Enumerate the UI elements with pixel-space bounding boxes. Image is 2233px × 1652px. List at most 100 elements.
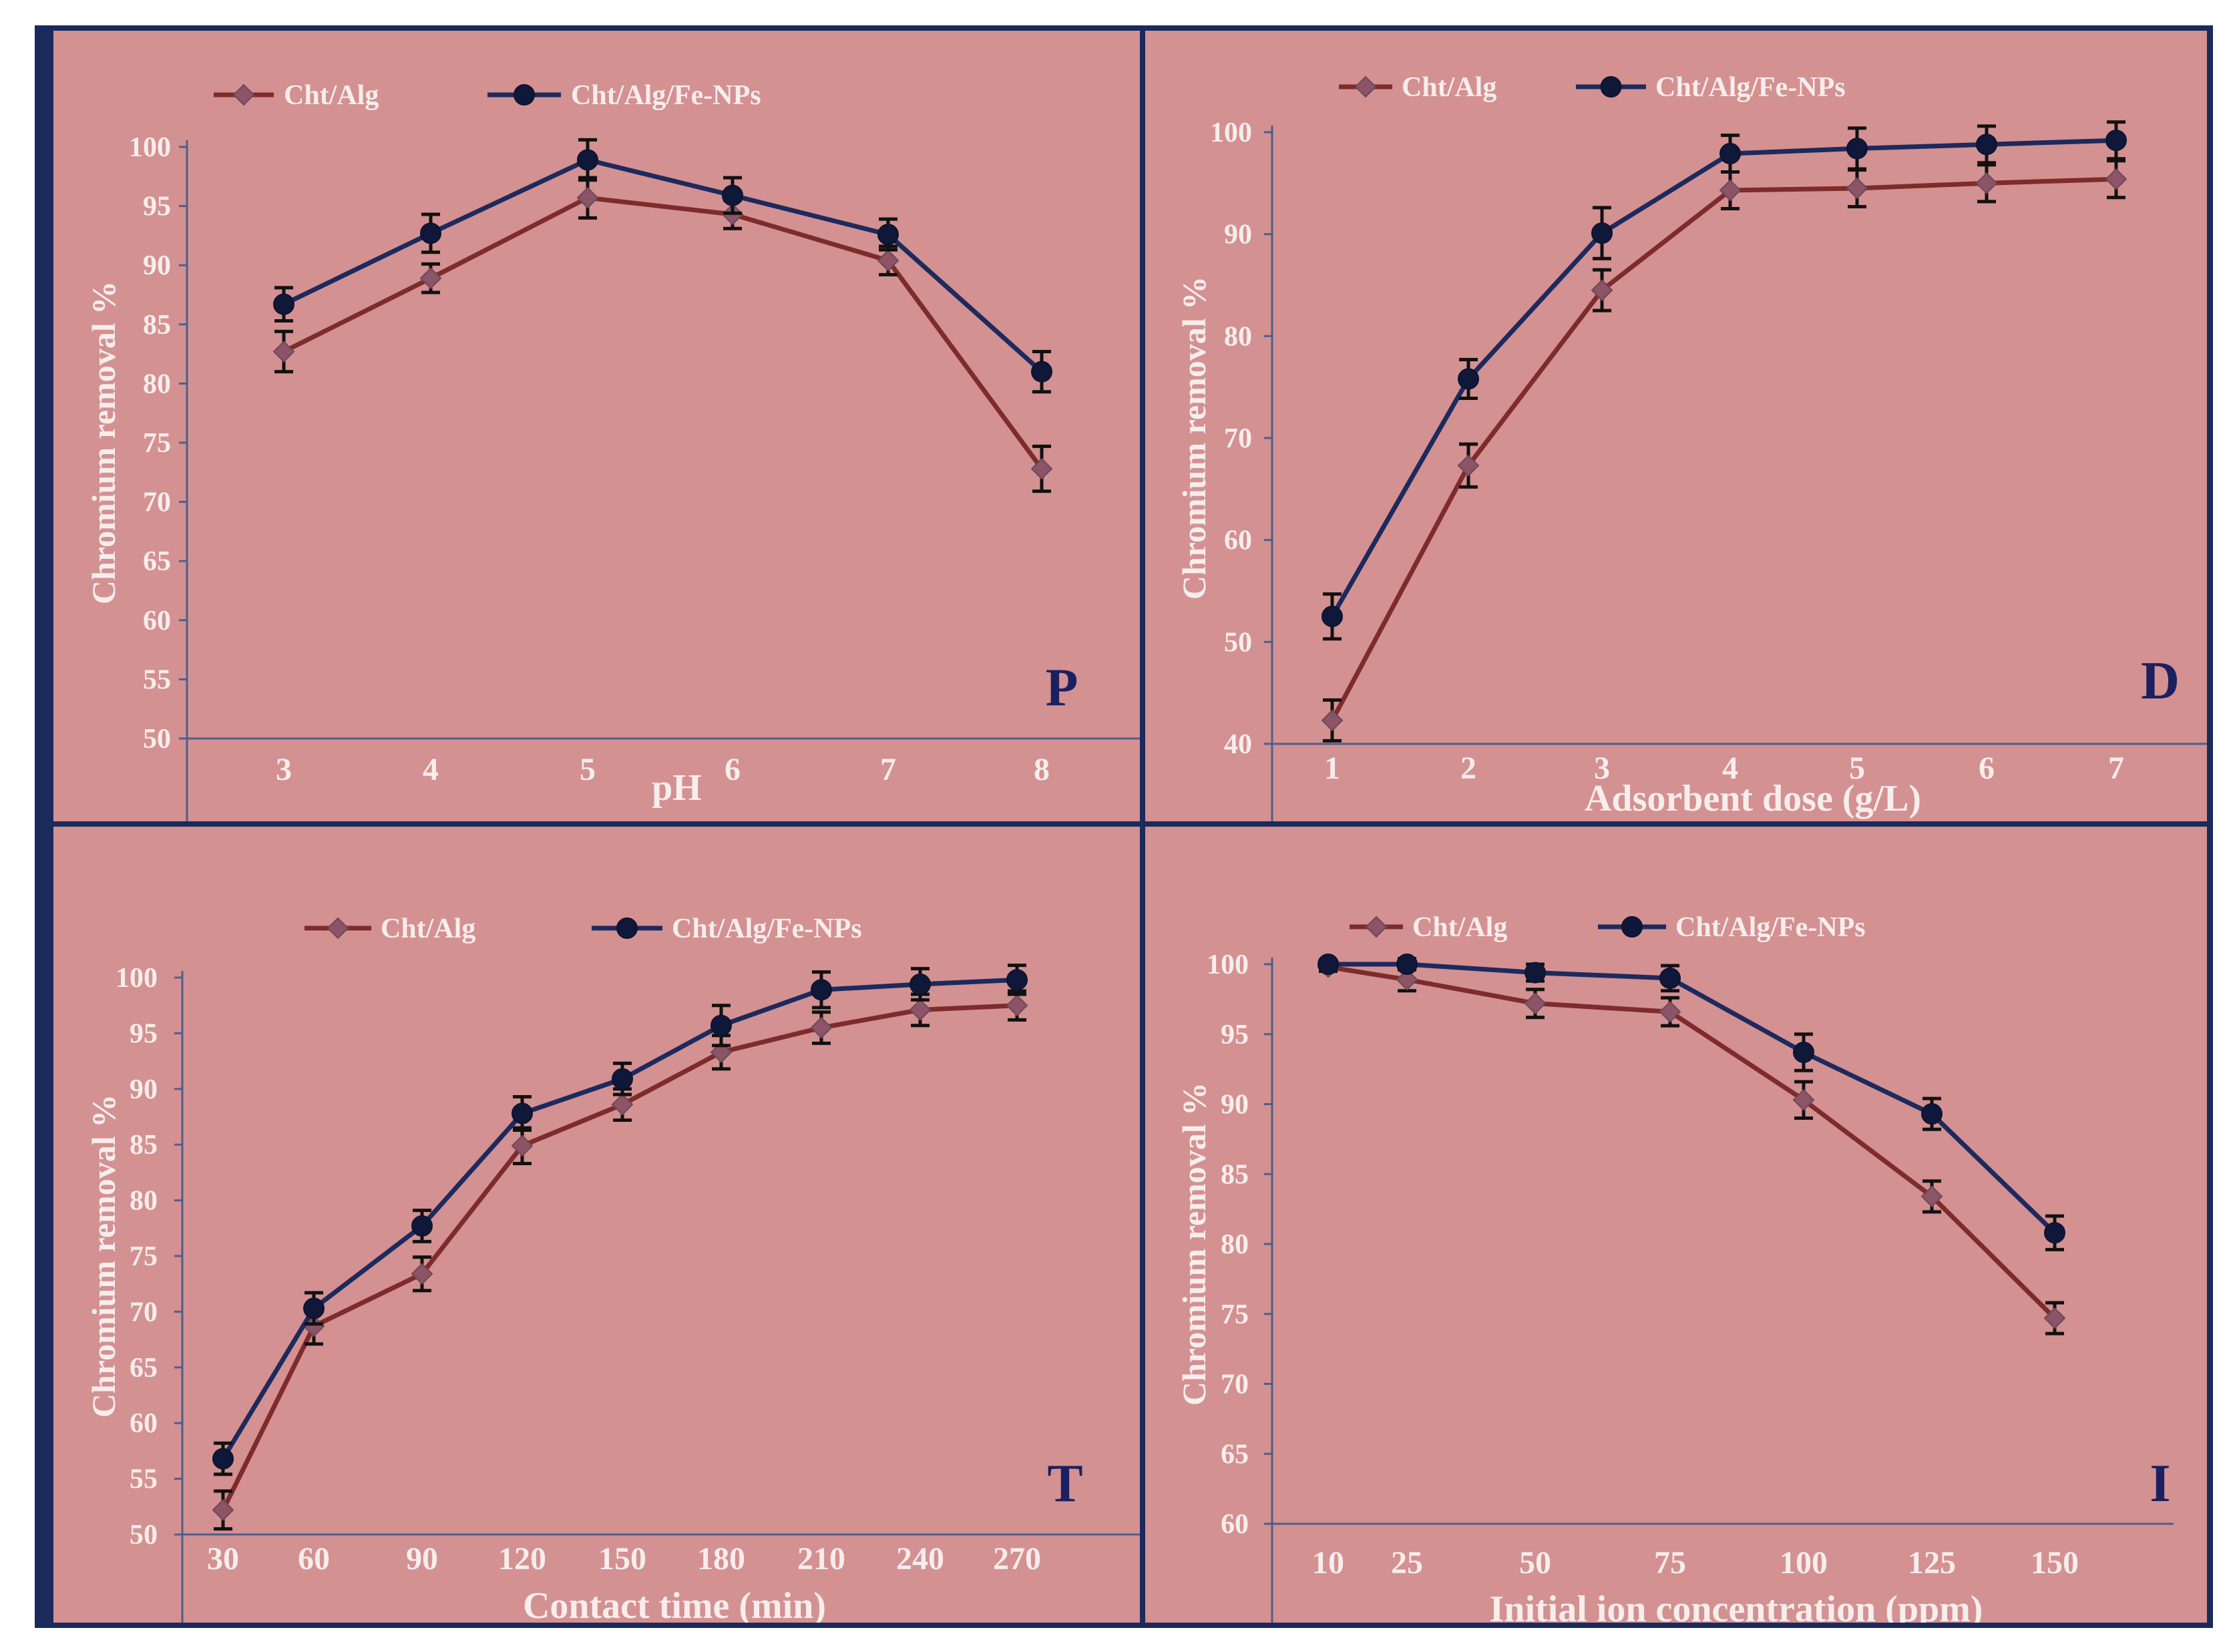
series-line	[221, 977, 1018, 1460]
y-tick-label: 85	[143, 310, 171, 341]
y-tick-label: 60	[1221, 1509, 1249, 1540]
data-point	[1792, 1088, 1815, 1111]
data-point	[2044, 1222, 2065, 1244]
data-point	[576, 186, 599, 209]
y-tick-label: 55	[143, 664, 171, 695]
y-tick-label: 75	[1221, 1299, 1249, 1330]
legend-marker	[1600, 76, 1622, 97]
data-point	[710, 1014, 732, 1036]
series-line	[1330, 176, 2117, 722]
legend-entry: Cht/Alg/Fe-NPs	[487, 80, 761, 111]
data-point	[1030, 457, 1053, 480]
y-tick-label: 95	[1221, 1020, 1249, 1050]
x-tick-label: 90	[406, 1541, 438, 1577]
x-axis-title: Initial ion concentration (ppm)	[1490, 1589, 1983, 1623]
data-point	[2105, 168, 2127, 190]
x-tick-label: 10	[1312, 1545, 1344, 1581]
x-tick-label: 210	[797, 1541, 845, 1577]
y-tick-label: 85	[1221, 1159, 1249, 1190]
data-point	[577, 149, 598, 171]
x-axis-title: pH	[652, 767, 702, 809]
y-tick-label: 75	[130, 1241, 158, 1272]
data-point	[1846, 177, 1868, 200]
data-point	[1591, 222, 1613, 244]
y-tick-label: 70	[1221, 1370, 1249, 1400]
data-point	[1458, 368, 1479, 390]
y-tick-label: 95	[130, 1018, 158, 1049]
legend-label: Cht/Alg/Fe-NPs	[571, 80, 761, 111]
data-point	[811, 979, 832, 1001]
data-point	[1396, 954, 1418, 975]
y-tick-label: 40	[1224, 729, 1252, 760]
legend-marker	[1365, 915, 1388, 938]
series-cht-alg-fe-nps	[273, 138, 1052, 394]
x-tick-label: 2	[1460, 751, 1476, 786]
data-point	[710, 1041, 733, 1064]
chart-panel-ph: 50 55 60 65 70 75 80 85 90 95 100 3 4 5 6 7 8 pH Chromium …	[53, 31, 1140, 821]
y-tick-label: 65	[143, 546, 171, 577]
data-point	[877, 249, 899, 272]
chart-panel-dose: 40 50 60 70 80 90 100 1 2 3 4 5 6 7 Adsorbent dose (g/…	[1145, 31, 2207, 821]
y-tick-label: 60	[143, 606, 171, 636]
y-axis-title: Chromium removal %	[85, 281, 122, 604]
legend-marker	[327, 917, 349, 940]
legend-label: Cht/Alg	[1412, 912, 1507, 943]
x-tick-label: 60	[298, 1541, 330, 1577]
x-tick-label: 3	[1594, 751, 1610, 786]
data-point	[1457, 454, 1480, 477]
data-point	[1317, 954, 1339, 975]
x-tick-label: 150	[2031, 1545, 2079, 1581]
data-point	[1031, 361, 1052, 383]
y-tick-label: 60	[130, 1408, 158, 1439]
concentration-chart: 60 65 70 75 80 85 90 95 100 10 25 50 75 100 125 150 Init…	[1175, 912, 2174, 1623]
y-tick-label: 70	[1224, 423, 1252, 454]
y-tick-label: 90	[130, 1074, 158, 1105]
y-tick-label: 95	[143, 192, 171, 222]
y-tick-label: 50	[143, 724, 171, 755]
y-tick-label: 100	[116, 963, 158, 994]
data-point	[1006, 994, 1028, 1017]
series-line	[1328, 962, 2057, 1235]
y-tick-label: 50	[1224, 627, 1252, 658]
data-point	[909, 974, 931, 996]
x-tick-label: 150	[598, 1541, 646, 1577]
series-cht-alg-fe-nps	[1322, 120, 2127, 641]
legend-marker	[616, 917, 638, 939]
y-tick-label: 100	[1210, 118, 1252, 148]
x-tick-label: 180	[697, 1541, 745, 1577]
x-tick-label: 1	[1324, 751, 1340, 786]
data-point	[1006, 969, 1028, 991]
y-tick-label: 80	[143, 369, 171, 399]
panel-label: I	[2150, 1454, 2170, 1513]
data-point	[1321, 709, 1344, 732]
x-tick-label: 6	[1979, 751, 1995, 786]
x-tick-label: 7	[2108, 751, 2124, 786]
figure-grid: 50 55 60 65 70 75 80 85 90 95 100 3 4 5 6 7 8 pH Chromium …	[35, 25, 2213, 1628]
legend-label: Cht/Alg	[284, 80, 379, 111]
data-point	[2043, 1307, 2066, 1329]
data-point	[1396, 968, 1418, 991]
x-tick-label: 125	[1908, 1545, 1956, 1581]
data-point	[1846, 138, 1868, 160]
legend-entry: Cht/Alg	[1339, 72, 1496, 103]
data-point	[1524, 992, 1547, 1015]
y-tick-label: 70	[130, 1297, 158, 1327]
y-tick-label: 60	[1224, 526, 1252, 556]
legend-entry: Cht/Alg/Fe-NPs	[592, 913, 862, 944]
chart-panel-concentration: 60 65 70 75 80 85 90 95 100 10 25 50 75 100 125 150 Init…	[1145, 827, 2207, 1623]
series-cht-alg	[1321, 159, 2127, 743]
data-point	[272, 341, 295, 363]
y-tick-label: 90	[1221, 1090, 1249, 1120]
data-point	[909, 998, 932, 1021]
y-tick-label: 90	[143, 250, 171, 281]
x-tick-label: 120	[498, 1541, 546, 1577]
data-point	[420, 222, 441, 244]
y-tick-label: 100	[129, 132, 171, 163]
series-line	[1328, 964, 2057, 1320]
data-point	[1591, 279, 1613, 302]
series-line	[282, 195, 1044, 471]
legend-entry: Cht/Alg	[304, 913, 475, 944]
legend-entry: Cht/Alg/Fe-NPs	[1598, 912, 1866, 943]
legend-entry: Cht/Alg	[1350, 912, 1507, 943]
x-tick-label: 4	[423, 752, 439, 787]
